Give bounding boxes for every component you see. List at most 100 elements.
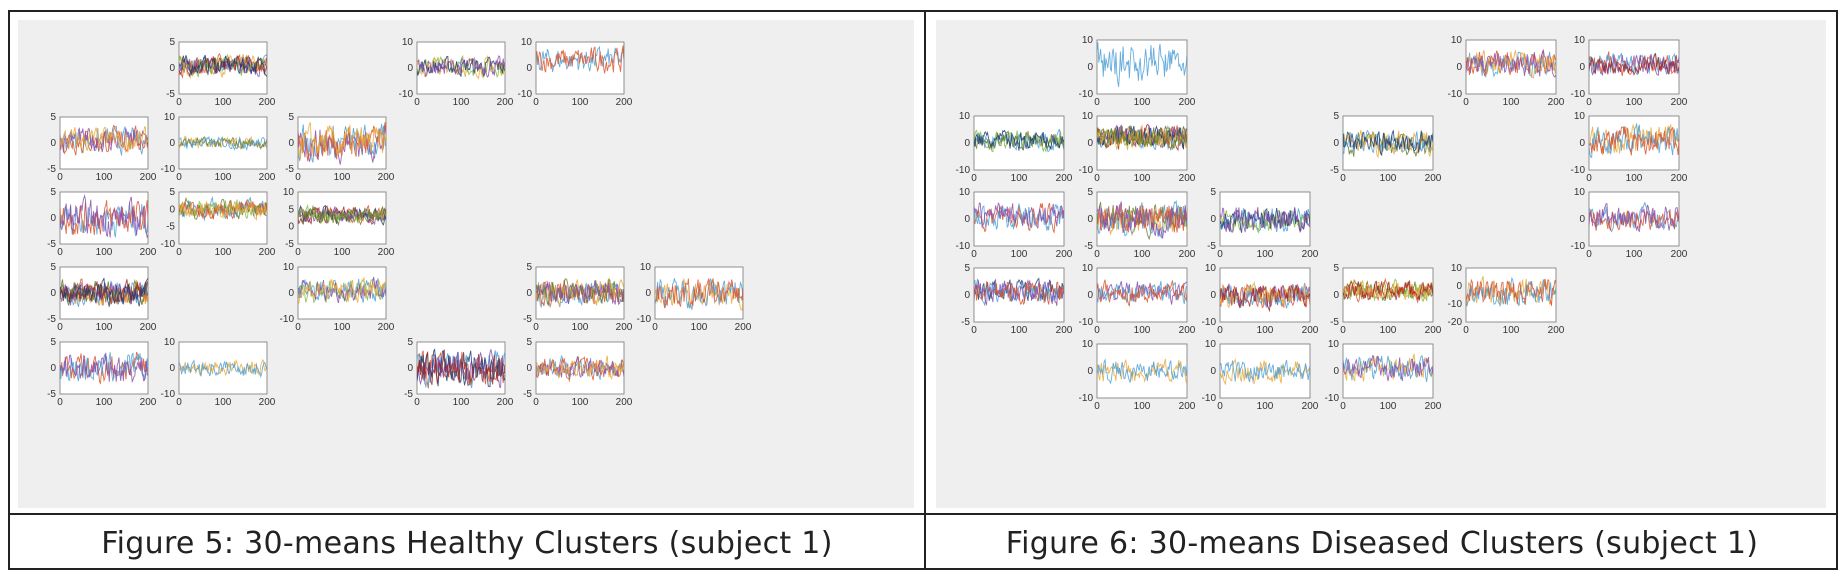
series-line-yellow: [1343, 129, 1433, 159]
y-tick-label: 0: [964, 214, 970, 225]
y-tick-label: 5: [50, 187, 56, 198]
x-tick-label: 200: [1302, 249, 1319, 260]
x-tick-label: 0: [533, 322, 539, 333]
y-tick-label: 0: [1087, 366, 1093, 377]
diseased-subplot-15: 50-50 100 200: [1330, 263, 1442, 336]
x-tick-label: 100: [1380, 401, 1397, 412]
y-tick-label: 10: [1082, 339, 1094, 350]
x-tick-label: 0: [176, 397, 182, 408]
y-tick-label: -10: [161, 164, 176, 175]
x-tick-label: 100: [1257, 249, 1274, 260]
y-tick-label: 10: [283, 187, 295, 198]
series-line-blue: [298, 123, 386, 163]
x-tick-label: 100: [1626, 249, 1643, 260]
y-tick-label: 10: [1574, 187, 1586, 198]
x-tick-label: 100: [96, 247, 113, 258]
y-tick-label: 5: [1087, 187, 1093, 198]
x-tick-label: 200: [616, 97, 633, 108]
subplot-axes: [1588, 191, 1680, 247]
y-tick-label: 5: [169, 187, 175, 198]
x-tick-label: 200: [1179, 97, 1196, 108]
series-line-olive: [974, 130, 1064, 151]
y-tick-label: -10: [956, 241, 971, 252]
y-tick-label: -10: [161, 389, 176, 400]
y-tick-label: 0: [50, 288, 56, 299]
y-tick-label: 10: [521, 37, 533, 48]
x-tick-label: 100: [453, 397, 470, 408]
y-tick-label: -5: [166, 89, 175, 100]
y-tick-label: 0: [288, 138, 294, 149]
series-line-blue: [179, 359, 267, 379]
x-tick-label: 200: [259, 172, 276, 183]
x-tick-label: 0: [1094, 97, 1100, 108]
y-tick-label: 10: [959, 187, 971, 198]
y-tick-label: 10: [283, 262, 295, 273]
subplot-axes: [178, 191, 268, 245]
y-tick-label: 5: [288, 204, 294, 215]
healthy-subplot-14: 50-50 100 200: [47, 337, 157, 408]
series-line-red: [1097, 279, 1187, 308]
x-tick-label: 200: [1548, 325, 1565, 336]
x-tick-label: 0: [1463, 325, 1469, 336]
diseased-subplot-2: 100-100 100 200: [1448, 35, 1565, 108]
series-line-blue: [1097, 42, 1187, 87]
x-tick-label: 0: [414, 397, 420, 408]
x-tick-label: 200: [497, 97, 514, 108]
series-line-olive: [1097, 125, 1187, 152]
x-tick-label: 200: [1671, 249, 1688, 260]
x-tick-label: 200: [1425, 401, 1442, 412]
x-tick-label: 100: [1257, 401, 1274, 412]
series-line-navy: [974, 129, 1064, 151]
y-tick-label: 0: [407, 63, 413, 74]
series-line-red: [536, 45, 624, 74]
x-tick-label: 0: [176, 97, 182, 108]
y-tick-label: 0: [526, 288, 532, 299]
series-line-yellow: [60, 126, 148, 153]
diseased-subplot-13: 100-100 100 200: [1079, 263, 1196, 336]
series-line-olive: [536, 278, 624, 306]
subplot-axes: [1465, 267, 1557, 323]
diseased-subplot-5: 100-100 100 200: [1079, 111, 1196, 184]
y-tick-label: 10: [1205, 339, 1217, 350]
healthy-subplot-4: 50-50 100 200: [47, 112, 157, 183]
x-tick-label: 0: [57, 397, 63, 408]
y-tick-label: 10: [1082, 35, 1094, 46]
healthy-subplot-17: 50-50 100 200: [523, 337, 633, 408]
y-tick-label: 0: [1333, 138, 1339, 149]
y-tick-label: 0: [526, 63, 532, 74]
x-tick-label: 0: [1094, 325, 1100, 336]
y-tick-label: -5: [47, 164, 56, 175]
x-tick-label: 0: [57, 322, 63, 333]
y-tick-label: 10: [1574, 35, 1586, 46]
y-tick-label: 10: [402, 37, 414, 48]
y-tick-label: -5: [166, 222, 175, 233]
x-tick-label: 100: [96, 172, 113, 183]
y-tick-label: 0: [169, 63, 175, 74]
series-line-blue: [974, 128, 1064, 152]
x-tick-label: 0: [295, 322, 301, 333]
y-tick-label: -10: [399, 89, 414, 100]
x-tick-label: 0: [971, 249, 977, 260]
y-tick-label: -10: [956, 165, 971, 176]
y-tick-label: 10: [1082, 263, 1094, 274]
x-tick-label: 200: [1671, 97, 1688, 108]
series-line-blue: [1220, 359, 1310, 383]
x-tick-label: 200: [259, 97, 276, 108]
series-line-yellow: [536, 355, 624, 380]
table-horizontal-divider: [10, 513, 1836, 515]
x-tick-label: 100: [1011, 325, 1028, 336]
x-tick-label: 200: [140, 322, 157, 333]
y-tick-label: 0: [1579, 138, 1585, 149]
x-tick-label: 200: [1548, 97, 1565, 108]
x-tick-label: 200: [1179, 173, 1196, 184]
y-tick-label: -5: [285, 164, 294, 175]
series-line-purple: [1097, 281, 1187, 305]
y-tick-label: 10: [1328, 339, 1340, 350]
x-tick-label: 100: [572, 397, 589, 408]
y-tick-label: 10: [640, 262, 652, 273]
x-tick-label: 200: [616, 322, 633, 333]
x-tick-label: 0: [1217, 401, 1223, 412]
x-tick-label: 0: [1340, 401, 1346, 412]
